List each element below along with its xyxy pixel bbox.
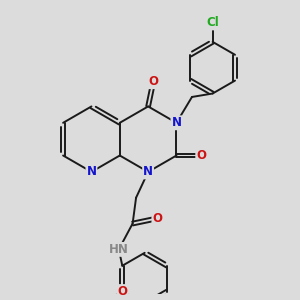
Text: N: N	[86, 165, 96, 178]
Text: O: O	[152, 212, 162, 225]
Text: HN: HN	[109, 243, 129, 256]
Text: N: N	[172, 116, 182, 129]
Text: O: O	[117, 285, 127, 298]
Text: O: O	[196, 149, 206, 162]
Text: N: N	[143, 165, 153, 178]
Text: O: O	[148, 75, 158, 88]
Text: Cl: Cl	[206, 16, 219, 29]
